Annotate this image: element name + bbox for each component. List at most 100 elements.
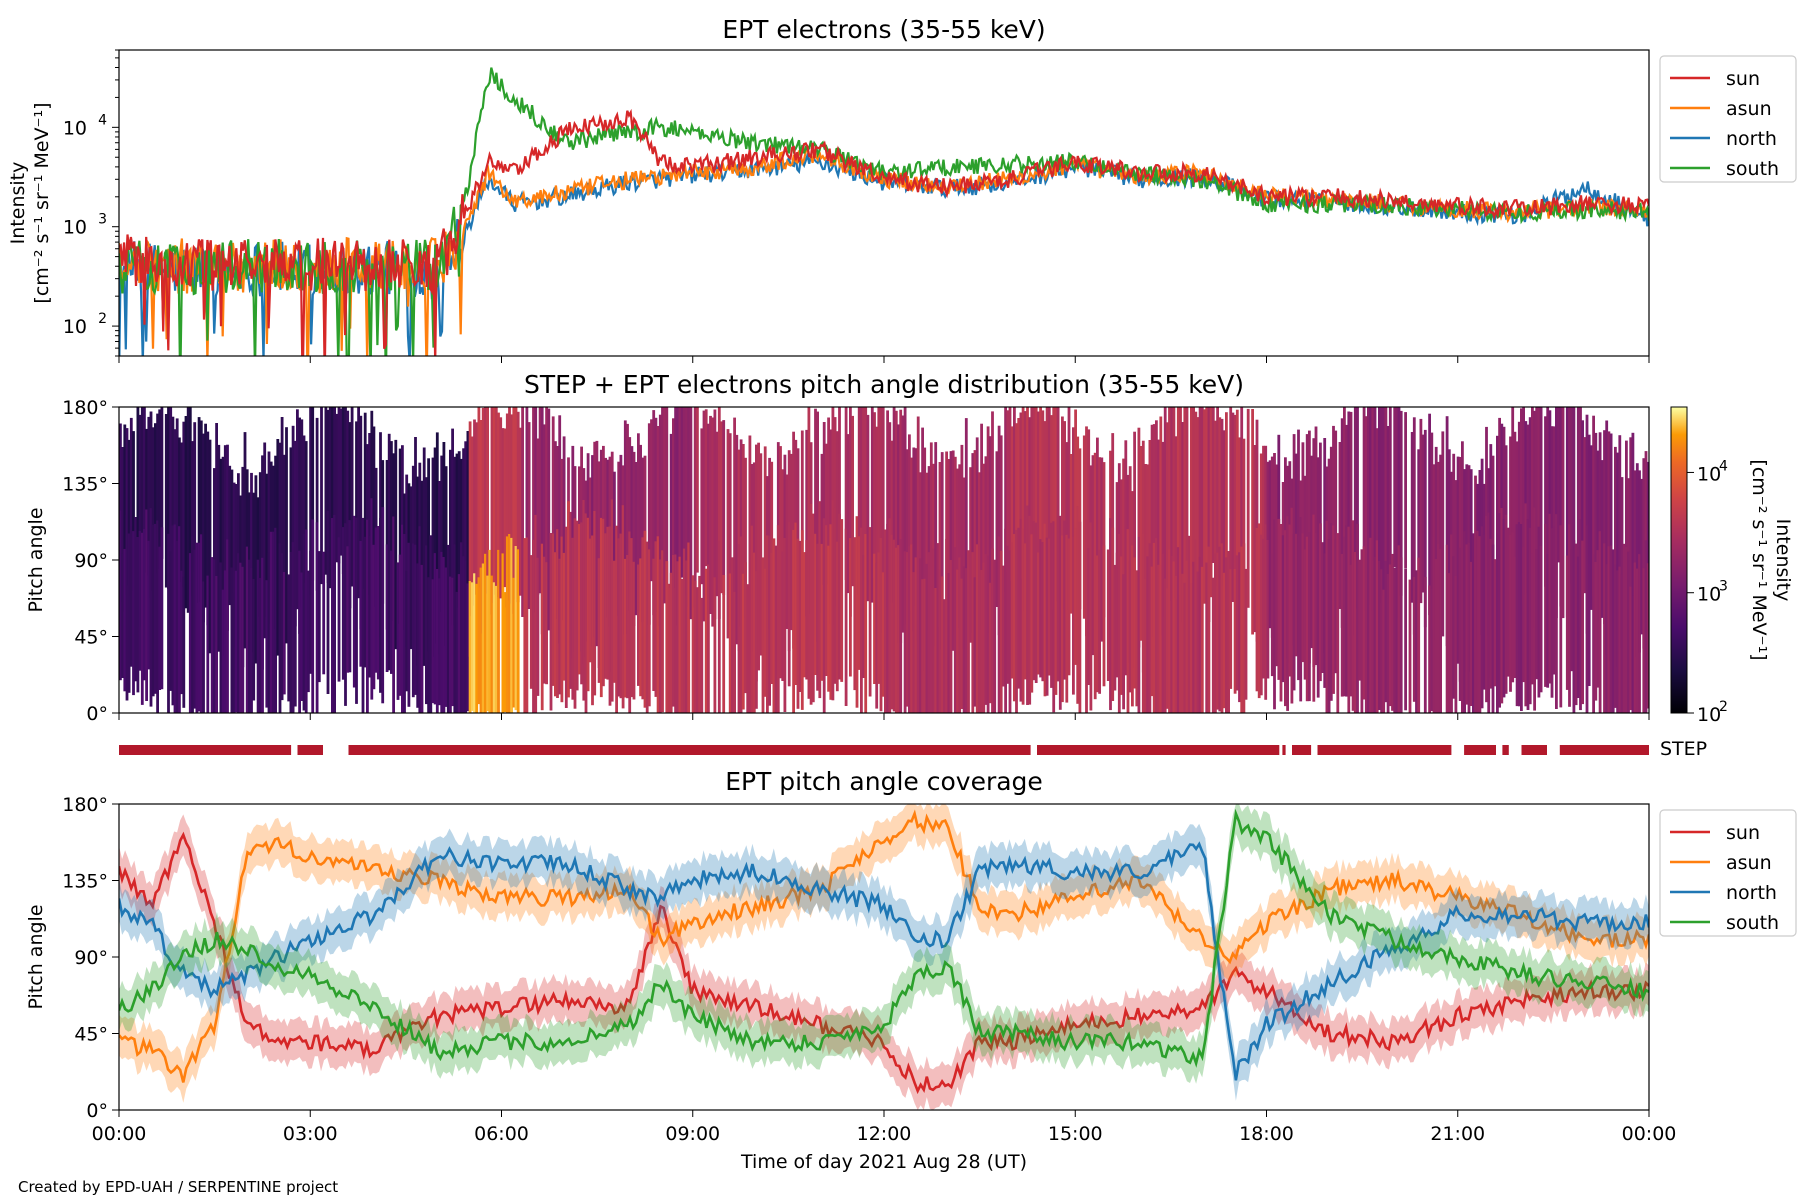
pad-cell-lower <box>182 576 186 708</box>
step-coverage-segment <box>348 745 1031 755</box>
pad-cell-upper <box>975 437 979 648</box>
pad-cell-lower <box>366 519 369 713</box>
pad-cell-lower <box>945 538 948 713</box>
pad-cell-lower <box>473 573 476 713</box>
pad-cell-lower <box>1362 546 1366 700</box>
pad-cell-lower <box>241 566 245 713</box>
pad-cell-lower <box>1609 545 1613 713</box>
pad-cell-upper <box>864 407 868 592</box>
pad-cell-upper <box>938 462 942 628</box>
pad-cell-upper <box>285 427 288 644</box>
pad-cell-upper <box>1491 455 1495 630</box>
pad-cell-upper <box>311 407 315 581</box>
pad-cell-upper <box>1262 445 1265 618</box>
pad-cell-upper <box>929 442 933 632</box>
pad-cell-upper <box>997 425 1001 636</box>
pad-cell-lower <box>444 567 448 707</box>
pad-cell-lower <box>1135 570 1139 707</box>
pad-cell-upper <box>1168 407 1171 629</box>
pad-cell-upper <box>1061 416 1064 609</box>
pad-cell-lower <box>258 577 262 713</box>
pad-cell-lower <box>1034 522 1038 683</box>
pad-cell-lower <box>1037 552 1040 675</box>
pad-cell-lower <box>125 515 129 701</box>
pad-cell-lower <box>512 577 516 708</box>
pad-cell-upper <box>905 449 909 625</box>
pad-cell-upper <box>1343 407 1346 607</box>
pad-cell-upper <box>138 414 142 627</box>
pad-cell-lower <box>1109 518 1112 711</box>
pad-cell-upper <box>1045 407 1049 597</box>
pad-cell-lower <box>1404 568 1407 711</box>
pad-cell-upper <box>739 439 743 627</box>
pad-cell-upper <box>1513 431 1517 622</box>
pad-cell-lower <box>1327 539 1331 713</box>
pad-cell-lower <box>180 570 183 695</box>
pad-cell-lower <box>597 558 601 683</box>
pad-cell-upper <box>923 447 927 671</box>
pad-cell-upper <box>296 409 299 610</box>
pad-cell-lower <box>1469 561 1473 706</box>
pad-cell-upper <box>1163 407 1167 617</box>
pad-cell-lower <box>372 544 376 690</box>
pad-cell-lower <box>908 546 911 713</box>
pad-cell-lower <box>261 557 264 713</box>
pad-cell-lower <box>925 563 929 713</box>
coverage-xtick-label: 21:00 <box>1430 1123 1485 1145</box>
pad-cell-lower <box>741 573 745 710</box>
pad-cell-lower <box>425 545 428 705</box>
coverage-title: EPT pitch angle coverage <box>725 767 1043 796</box>
pad-cell-lower <box>1544 523 1547 687</box>
pad-cell-lower <box>652 558 656 691</box>
pad-cell-lower <box>1279 524 1283 702</box>
pad-cell-upper <box>435 432 439 644</box>
pad-cell-lower <box>864 534 868 713</box>
pad-cell-lower <box>1218 546 1222 712</box>
pad-cell-lower <box>593 511 597 696</box>
legend-box <box>1659 55 1797 183</box>
pad-cell-lower <box>805 540 809 680</box>
pad-cell-lower <box>1017 527 1021 689</box>
pad-cell-lower <box>599 517 603 698</box>
pad-cell-lower <box>1043 523 1047 697</box>
pad-cell-upper <box>1399 410 1403 596</box>
pad-cell-lower <box>722 575 726 713</box>
pad-cell-lower <box>449 576 452 713</box>
pad-cell-upper <box>470 436 474 617</box>
pad-cell-upper <box>849 407 852 617</box>
pad-cell-lower <box>143 529 146 681</box>
pad-cell-upper <box>1251 409 1254 635</box>
pad-cell-lower <box>1074 528 1077 665</box>
pad-cell-lower <box>1533 507 1536 711</box>
pad-cell-lower <box>250 567 253 713</box>
pad-cell-upper <box>962 477 966 650</box>
pad-cell-upper <box>1144 464 1147 660</box>
pad-cell-upper <box>1590 445 1593 610</box>
pad-cell-lower <box>1395 549 1399 713</box>
pad-cell-lower <box>223 570 227 713</box>
pad-cell-upper <box>202 433 205 623</box>
pad-cell-upper <box>481 407 485 634</box>
pad-cell-lower <box>1058 515 1062 710</box>
pad-cell-upper <box>1006 410 1010 572</box>
pad-cell-lower <box>1465 544 1469 705</box>
pad-cell-upper <box>1629 437 1633 638</box>
pad-cell-lower <box>936 543 940 713</box>
pad-cell-upper <box>1388 407 1392 604</box>
pad-cell-lower <box>796 538 800 709</box>
pad-cell-upper <box>230 469 234 652</box>
pad-cell-lower <box>661 550 664 713</box>
pad-cell-lower <box>953 547 957 713</box>
pad-cell-upper <box>1417 449 1421 603</box>
pad-cell-lower <box>154 523 157 694</box>
pad-cell-upper <box>656 426 660 612</box>
coverage-legend: sun asun north south <box>1659 809 1797 937</box>
pad-cell-lower <box>737 544 741 713</box>
pad-cell-upper <box>1148 440 1152 633</box>
pad-cell-lower <box>809 503 813 705</box>
pad-cell-upper <box>1198 407 1202 611</box>
pad-cell-lower <box>1233 569 1237 694</box>
pad-cell-lower <box>1408 579 1412 713</box>
pad-cell-upper <box>1310 455 1313 649</box>
pad-cell-lower <box>1010 542 1014 679</box>
